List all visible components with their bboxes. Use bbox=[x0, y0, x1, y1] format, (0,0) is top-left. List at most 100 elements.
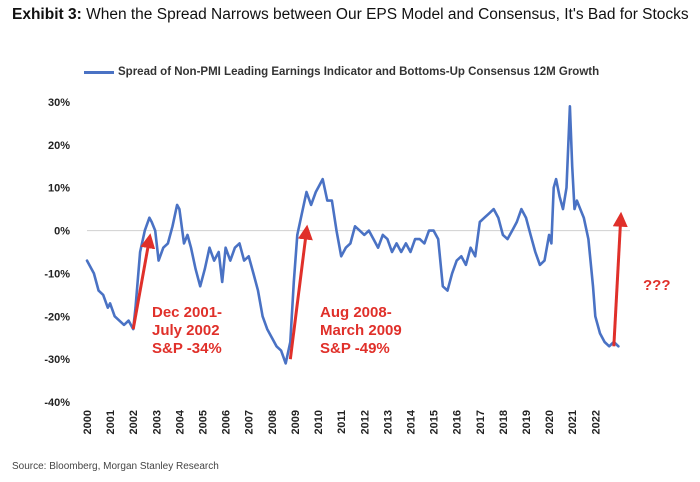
title-text: When the Spread Narrows between Our EPS … bbox=[86, 6, 689, 23]
data-point bbox=[405, 242, 407, 244]
data-point bbox=[208, 247, 211, 249]
data-point bbox=[293, 281, 295, 283]
data-point bbox=[511, 230, 513, 232]
data-point bbox=[107, 307, 109, 309]
data-point bbox=[565, 187, 568, 189]
y-tick-label: 20% bbox=[48, 140, 70, 152]
annotation-text: July 2002 bbox=[152, 322, 220, 339]
data-point bbox=[229, 260, 231, 262]
data-point bbox=[340, 255, 342, 257]
x-tick-label: 2022 bbox=[590, 410, 602, 434]
data-point bbox=[285, 362, 287, 364]
data-point bbox=[479, 221, 481, 223]
data-point bbox=[248, 255, 250, 257]
data-point bbox=[382, 234, 384, 236]
y-tick-label: 30% bbox=[48, 97, 70, 109]
data-point bbox=[377, 247, 379, 249]
data-point bbox=[167, 242, 169, 244]
data-point bbox=[275, 345, 278, 347]
y-tick-label: -40% bbox=[44, 397, 70, 409]
data-point bbox=[368, 230, 370, 232]
data-point bbox=[587, 238, 590, 240]
data-point bbox=[331, 200, 333, 202]
annotation-text: March 2009 bbox=[320, 322, 402, 339]
data-point bbox=[488, 212, 490, 214]
exhibit-label: Exhibit 3: bbox=[12, 6, 82, 23]
data-point bbox=[571, 165, 573, 167]
data-point bbox=[186, 234, 189, 236]
x-tick-label: 2011 bbox=[336, 410, 348, 434]
data-point bbox=[553, 187, 555, 189]
data-point bbox=[310, 204, 312, 206]
x-tick-label: 2004 bbox=[174, 409, 186, 434]
data-point bbox=[317, 187, 319, 189]
x-tick-label: 2006 bbox=[221, 410, 233, 434]
data-point bbox=[213, 260, 215, 262]
data-point bbox=[151, 221, 153, 223]
data-point bbox=[178, 208, 180, 210]
x-tick-label: 2017 bbox=[475, 410, 487, 434]
data-point bbox=[315, 191, 317, 193]
annotation-arrow bbox=[131, 233, 156, 330]
data-point bbox=[456, 260, 458, 262]
y-tick-label: -30% bbox=[44, 354, 70, 366]
data-point bbox=[102, 294, 104, 296]
data-point bbox=[599, 332, 601, 334]
data-point bbox=[354, 225, 356, 227]
data-point bbox=[414, 238, 416, 240]
data-point bbox=[474, 255, 476, 257]
x-tick-label: 2014 bbox=[405, 409, 417, 434]
data-point bbox=[289, 341, 291, 343]
data-point bbox=[400, 251, 402, 253]
chart-title: Exhibit 3: When the Spread Narrows betwe… bbox=[12, 6, 689, 24]
data-point bbox=[204, 268, 206, 270]
data-point bbox=[257, 290, 259, 292]
annotation-text: Dec 2001- bbox=[152, 304, 222, 321]
data-point bbox=[243, 260, 245, 262]
data-point bbox=[144, 230, 146, 232]
data-point bbox=[335, 230, 338, 232]
data-point bbox=[305, 191, 308, 193]
data-point bbox=[190, 247, 192, 249]
data-point bbox=[576, 200, 578, 202]
annotation-text: S&P -34% bbox=[152, 340, 222, 357]
data-point bbox=[199, 285, 201, 287]
annotation-text: S&P -49% bbox=[320, 340, 390, 357]
data-point bbox=[296, 234, 298, 236]
data-point bbox=[345, 247, 347, 249]
data-point bbox=[497, 217, 499, 219]
data-point bbox=[548, 234, 550, 236]
data-point bbox=[262, 315, 264, 317]
legend: Spread of Non-PMI Leading Earnings Indic… bbox=[84, 66, 599, 78]
data-point bbox=[225, 247, 227, 249]
data-point bbox=[372, 238, 375, 240]
data-point bbox=[562, 208, 564, 210]
x-tick-label: 2016 bbox=[452, 410, 464, 434]
data-point bbox=[451, 272, 453, 274]
data-point bbox=[271, 337, 273, 339]
y-tick-label: -10% bbox=[44, 268, 70, 280]
data-point bbox=[266, 328, 268, 330]
data-point bbox=[604, 341, 606, 343]
data-point bbox=[460, 255, 462, 257]
legend-label: Spread of Non-PMI Leading Earnings Indic… bbox=[118, 66, 600, 78]
x-tick-label: 2008 bbox=[267, 410, 279, 434]
data-point bbox=[114, 315, 116, 317]
data-point bbox=[98, 290, 100, 292]
data-point bbox=[446, 290, 449, 292]
x-tick-label: 2000 bbox=[82, 410, 94, 434]
x-tick-label: 2010 bbox=[313, 410, 325, 434]
y-tick-label: -20% bbox=[44, 311, 70, 323]
data-point bbox=[195, 268, 197, 270]
x-tick-label: 2003 bbox=[151, 410, 163, 434]
data-point bbox=[543, 260, 546, 262]
data-point bbox=[359, 230, 361, 232]
data-point bbox=[326, 200, 328, 202]
annotation-text: Aug 2008- bbox=[320, 304, 392, 321]
data-point bbox=[349, 242, 351, 244]
data-point bbox=[409, 251, 412, 253]
data-point bbox=[516, 221, 518, 223]
data-point bbox=[128, 320, 130, 322]
data-point bbox=[154, 230, 156, 232]
